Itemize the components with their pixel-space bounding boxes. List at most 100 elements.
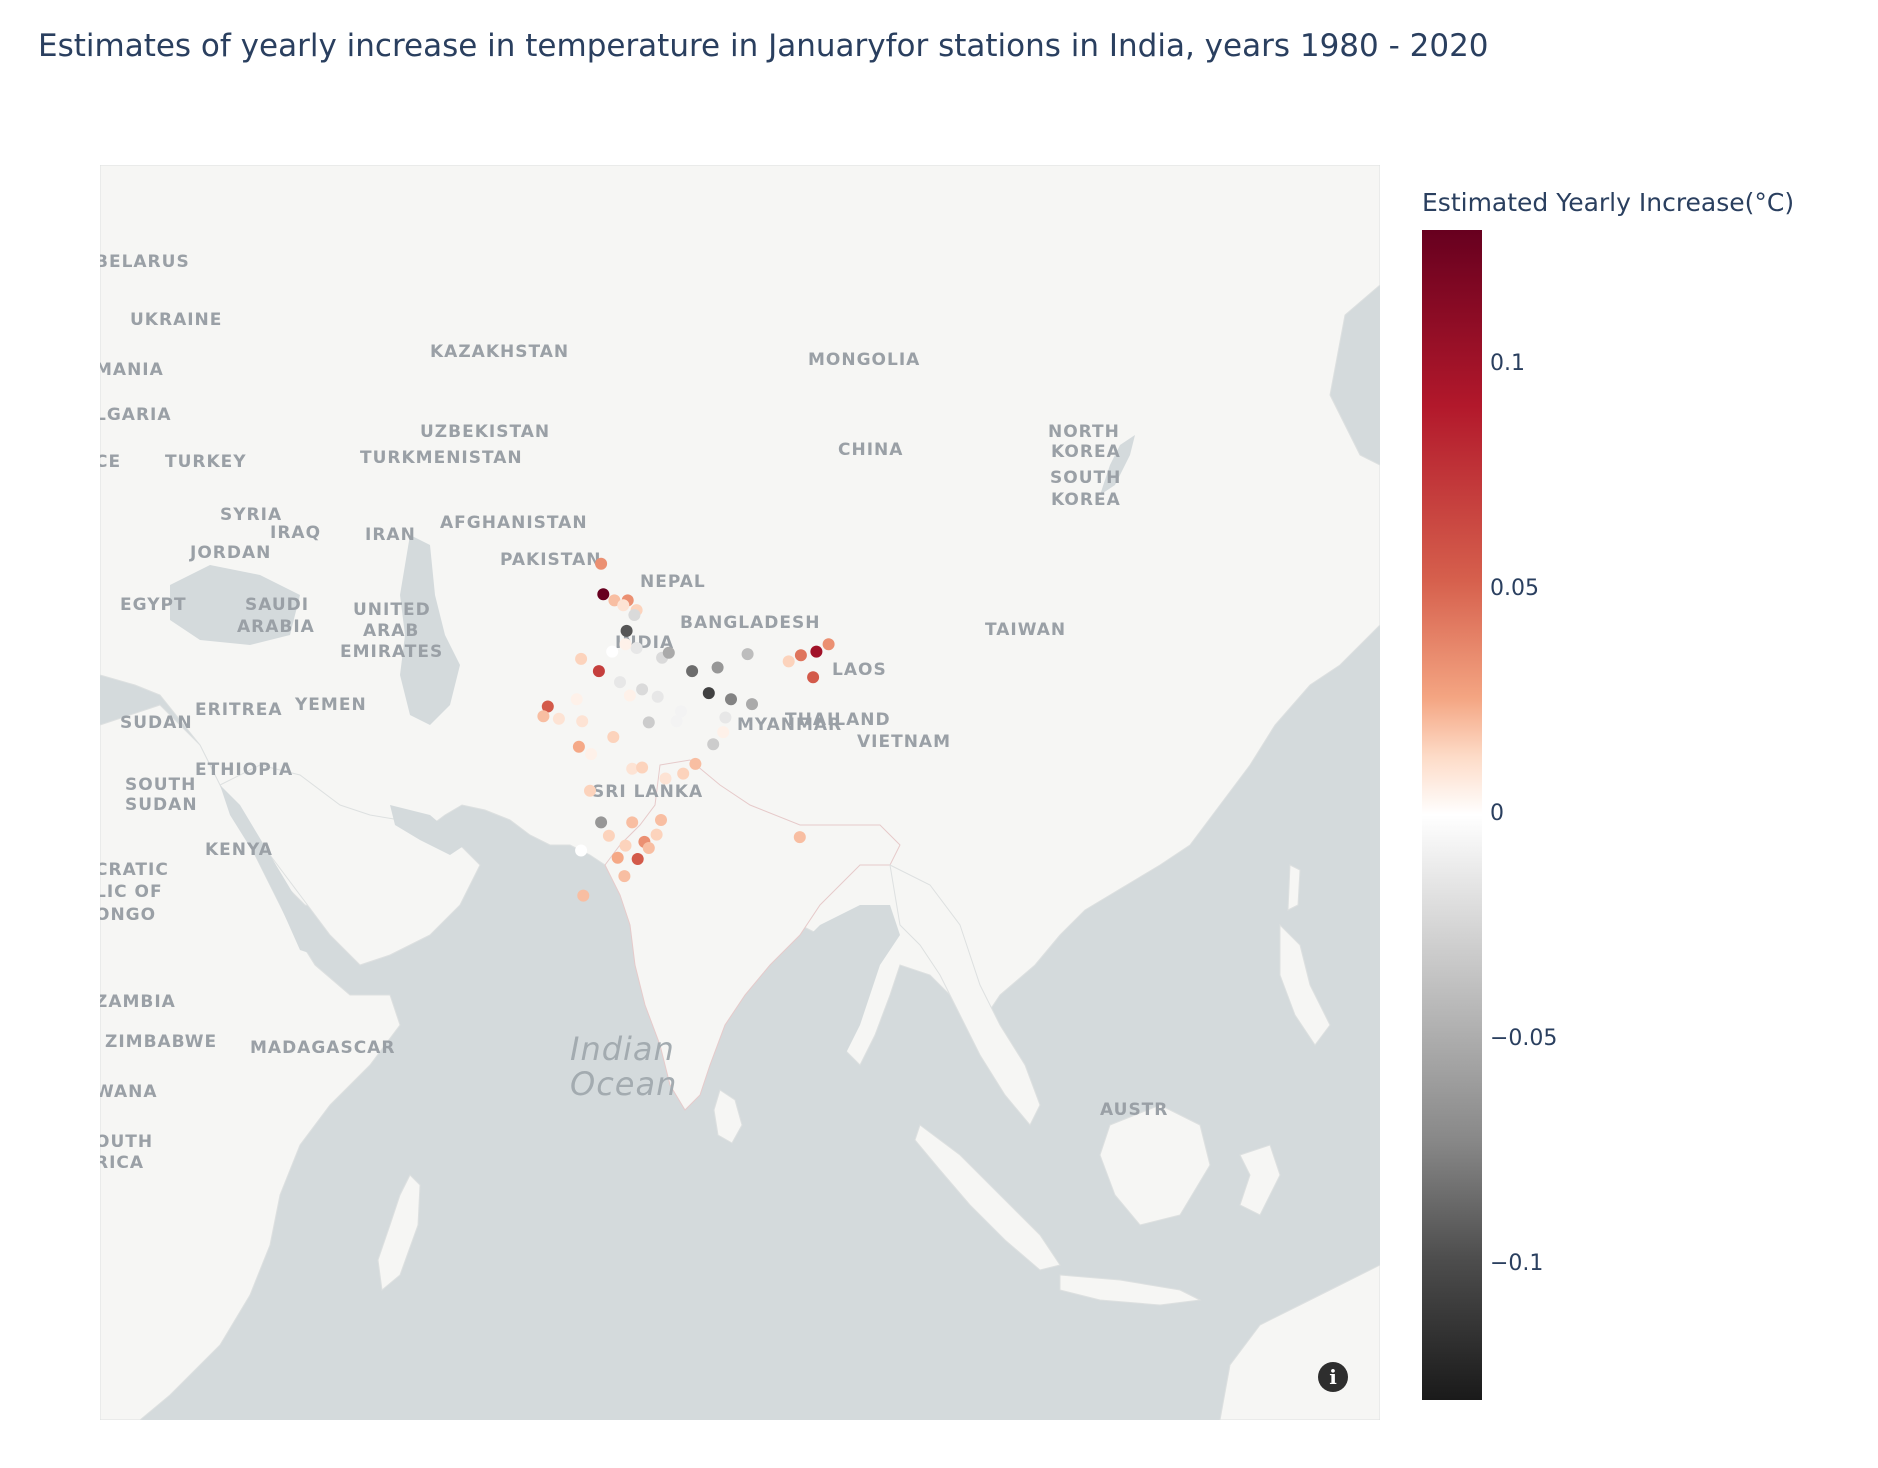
station-marker[interactable]	[620, 624, 633, 637]
attribution-info-icon[interactable]: i	[1318, 1362, 1348, 1392]
persian-gulf	[390, 805, 465, 855]
station-marker[interactable]	[614, 676, 626, 689]
station-marker[interactable]	[642, 842, 655, 854]
country-label: BELARUS	[100, 252, 190, 272]
station-marker[interactable]	[570, 693, 583, 706]
station-marker[interactable]	[552, 712, 565, 725]
map-view[interactable]: BELARUS UKRAINE MANIA LGARIA CE TURKEY SYRIA IR…	[100, 165, 1380, 1420]
station-marker[interactable]	[572, 740, 585, 753]
station-marker[interactable]	[617, 599, 630, 612]
station-marker[interactable]	[651, 690, 664, 703]
country-label: KOREA	[1051, 442, 1121, 462]
station-marker[interactable]	[642, 716, 655, 729]
country-label: TAIWAN	[985, 620, 1066, 640]
country-label: ONGO	[100, 905, 156, 925]
station-marker[interactable]	[707, 738, 720, 751]
station-marker[interactable]	[782, 655, 795, 668]
station-marker[interactable]	[585, 748, 598, 761]
station-marker[interactable]	[631, 853, 644, 865]
arabia-land	[219, 764, 481, 966]
station-marker[interactable]	[659, 772, 672, 785]
southeast-asia-land	[889, 864, 1041, 1126]
country-label: BANGLADESH	[680, 613, 820, 633]
colorbar-tick-label: 0.1	[1490, 351, 1525, 376]
station-marker[interactable]	[537, 710, 550, 723]
station-marker[interactable]	[575, 652, 588, 665]
station-marker[interactable]	[611, 851, 624, 864]
station-marker[interactable]	[741, 648, 754, 661]
station-marker[interactable]	[595, 557, 608, 570]
station-marker[interactable]	[602, 829, 615, 842]
station-marker[interactable]	[597, 588, 610, 601]
station-marker[interactable]	[655, 814, 667, 826]
station-marker[interactable]	[575, 844, 588, 857]
station-marker[interactable]	[623, 689, 636, 702]
country-label: SOUTH	[125, 775, 196, 795]
red-sea	[220, 785, 315, 955]
station-marker[interactable]	[541, 700, 554, 713]
station-marker[interactable]	[576, 715, 589, 728]
station-marker[interactable]	[636, 683, 649, 696]
philippines-land	[1279, 923, 1331, 1046]
station-marker[interactable]	[686, 665, 699, 678]
station-marker[interactable]	[794, 649, 807, 662]
station-marker[interactable]	[619, 839, 632, 852]
country-label: AFGHANISTAN	[440, 513, 588, 533]
colorbar-tick-label: 0	[1490, 801, 1504, 826]
country-label: IRAQ	[270, 523, 321, 543]
country-label: SUDAN	[125, 795, 198, 815]
country-label: THAILAND	[785, 710, 891, 730]
station-marker[interactable]	[675, 705, 687, 718]
chart-title: Estimates of yearly increase in temperat…	[38, 28, 1489, 64]
java-land	[1059, 1274, 1202, 1306]
station-marker[interactable]	[628, 609, 641, 621]
station-marker[interactable]	[619, 638, 632, 651]
station-marker[interactable]	[608, 594, 621, 607]
country-label: YEMEN	[294, 695, 367, 715]
station-marker[interactable]	[717, 726, 730, 739]
colorbar-title: Estimated Yearly Increase(°C)	[1422, 188, 1795, 217]
station-marker[interactable]	[626, 762, 639, 775]
station-marker[interactable]	[618, 870, 631, 883]
station-marker[interactable]	[626, 816, 639, 829]
station-marker[interactable]	[689, 757, 702, 770]
station-marker[interactable]	[725, 693, 737, 706]
country-label: ARABIA	[237, 617, 315, 637]
station-marker[interactable]	[822, 638, 835, 651]
sri-lanka-land	[713, 1089, 743, 1144]
country-label: CE	[100, 452, 121, 472]
country-label: NORTH	[1048, 422, 1120, 442]
station-marker[interactable]	[719, 711, 732, 724]
ocean-label: Indian	[570, 1030, 675, 1068]
madagascar-land	[377, 1174, 421, 1291]
station-marker[interactable]	[746, 698, 758, 711]
station-marker[interactable]	[793, 831, 806, 844]
country-label: KOREA	[1051, 490, 1121, 510]
country-label: OUTH	[100, 1132, 153, 1152]
station-marker[interactable]	[584, 784, 596, 797]
station-marker[interactable]	[636, 761, 649, 774]
station-marker[interactable]	[607, 731, 620, 743]
station-marker[interactable]	[670, 715, 683, 728]
country-label: EMIRATES	[340, 642, 443, 662]
station-marker[interactable]	[807, 671, 820, 684]
country-label: LAOS	[832, 660, 887, 680]
station-marker[interactable]	[677, 767, 690, 780]
country-label: MYANMAR	[737, 715, 842, 735]
station-marker[interactable]	[595, 816, 608, 829]
station-marker[interactable]	[810, 645, 823, 658]
country-label: PAKISTAN	[500, 550, 601, 570]
station-marker[interactable]	[662, 646, 675, 659]
station-marker[interactable]	[630, 642, 643, 654]
sumatra-land	[914, 1124, 1061, 1271]
station-marker[interactable]	[650, 828, 663, 841]
country-label: UNITED	[353, 600, 431, 620]
station-marker[interactable]	[711, 661, 724, 674]
station-marker[interactable]	[592, 665, 605, 678]
station-marker[interactable]	[606, 645, 619, 658]
station-marker[interactable]	[702, 687, 715, 700]
station-marker[interactable]	[577, 889, 590, 902]
colorbar-tick-label: −0.05	[1490, 1026, 1558, 1051]
country-label: MANIA	[100, 360, 164, 380]
